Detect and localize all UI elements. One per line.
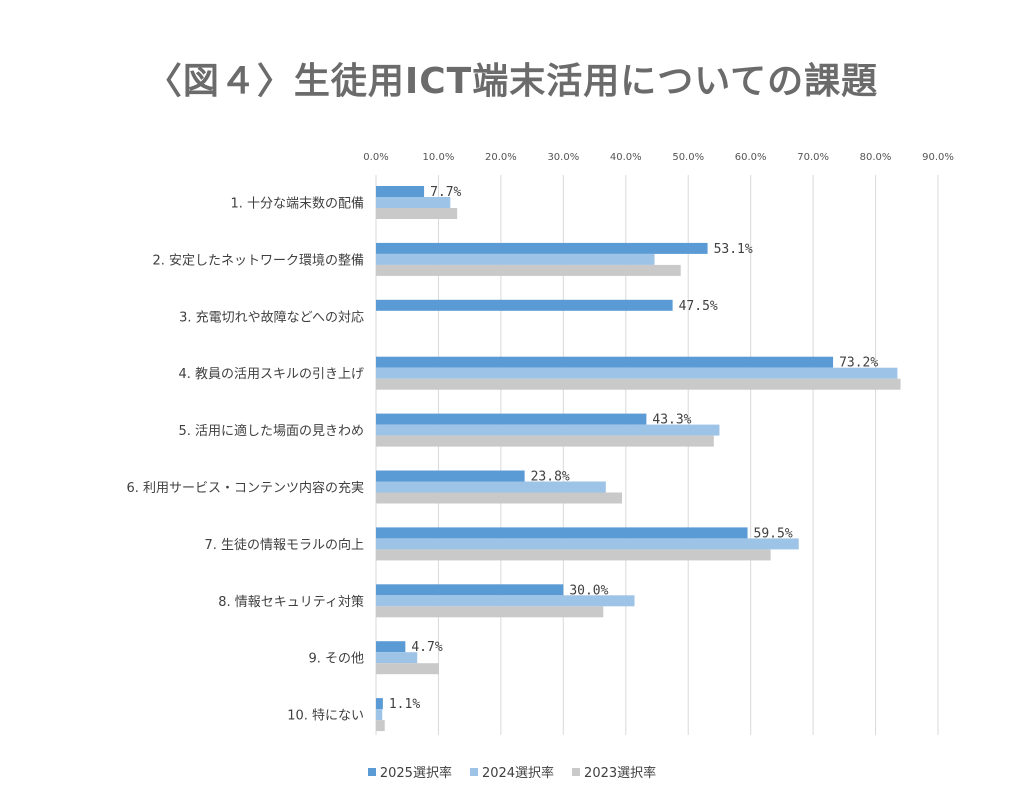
bar-2025: [376, 186, 425, 197]
legend-item: 2025選択率: [367, 762, 452, 781]
x-tick-label: 20.0%: [485, 152, 517, 163]
chart-title: 〈図４〉生徒用ICT端末活用についての課題: [145, 61, 879, 102]
data-label: 30.0%: [569, 583, 608, 598]
bar-2024: [376, 253, 655, 265]
x-tick-label: 30.0%: [547, 152, 579, 163]
x-tick-label: 50.0%: [672, 152, 704, 163]
bar-2024: [376, 538, 799, 550]
data-label: 4.7%: [411, 640, 442, 655]
bar-2023: [376, 264, 681, 276]
data-label: 47.5%: [679, 299, 718, 314]
legend-item: 2023選択率: [572, 762, 656, 781]
category-label: 3. 充電切れや故障などへの対応: [179, 309, 364, 325]
x-tick-label: 70.0%: [797, 152, 829, 163]
data-label: 1.1%: [389, 697, 420, 712]
bar-2023: [376, 720, 385, 732]
bar-2023: [376, 492, 623, 504]
category-label: 4. 教員の活用スキルの引き上げ: [178, 366, 364, 382]
legend-swatch: [572, 767, 581, 776]
bar-2023: [376, 549, 771, 561]
category-label: 9. その他: [308, 652, 364, 667]
bar-2025: [376, 242, 708, 254]
bar-2025: [376, 470, 525, 482]
bar-2023: [376, 208, 458, 219]
category-label: 2. 安定したネットワーク環境の整備: [152, 252, 364, 268]
legend-label: 2023選択率: [584, 766, 657, 781]
bar-2024: [376, 481, 606, 493]
bar-2024: [376, 424, 720, 436]
x-tick-label: 80.0%: [860, 152, 892, 163]
bar-2024: [376, 367, 898, 379]
data-label: 53.1%: [714, 242, 753, 257]
bar-2023: [376, 378, 901, 390]
legend-item: 2024選択率: [469, 762, 555, 781]
bar-2025: [376, 641, 406, 653]
bar-2025: [376, 413, 647, 425]
category-label: 6. 利用サービス・コンテンツ内容の充実: [126, 480, 364, 496]
bar-2024: [376, 652, 418, 664]
legend-swatch: [367, 767, 376, 776]
x-tick-label: 0.0%: [363, 152, 388, 163]
bar-2023: [376, 435, 714, 447]
bar-2024: [376, 197, 451, 208]
category-label: 5. 活用に適した場面の見きわめ: [178, 423, 364, 439]
bar-2025: [376, 698, 383, 710]
bar-2024: [376, 709, 383, 721]
category-label: 8. 情報セキュリティ対策: [218, 594, 364, 610]
data-label: 7.7%: [430, 185, 461, 200]
data-label: 23.8%: [531, 470, 570, 485]
bar-2025: [376, 584, 564, 596]
x-tick-label: 60.0%: [735, 152, 767, 163]
x-tick-label: 10.0%: [423, 152, 455, 163]
bar-2023: [376, 606, 604, 618]
x-tick-label: 90.0%: [922, 152, 954, 163]
x-tick-label: 40.0%: [610, 152, 642, 163]
category-label: 7. 生徒の情報モラルの向上: [204, 537, 364, 553]
data-label: 43.3%: [652, 413, 691, 428]
legend-swatch: [469, 767, 478, 776]
legend-label: 2025選択率: [379, 766, 452, 781]
legend-label: 2024選択率: [481, 766, 555, 781]
bar-2025: [376, 299, 673, 311]
bar-2023: [376, 663, 440, 675]
category-label: 1. 十分な端末数の配備: [230, 196, 364, 212]
chart-legend: 2025選択率 2024選択率 2023選択率: [0, 762, 1024, 781]
bar-2025: [376, 527, 748, 539]
bar-2025: [376, 356, 834, 368]
data-label: 59.5%: [754, 526, 793, 541]
category-label: 10. 特にない: [287, 709, 364, 724]
bar-2024: [376, 595, 635, 607]
data-label: 73.2%: [839, 356, 878, 371]
